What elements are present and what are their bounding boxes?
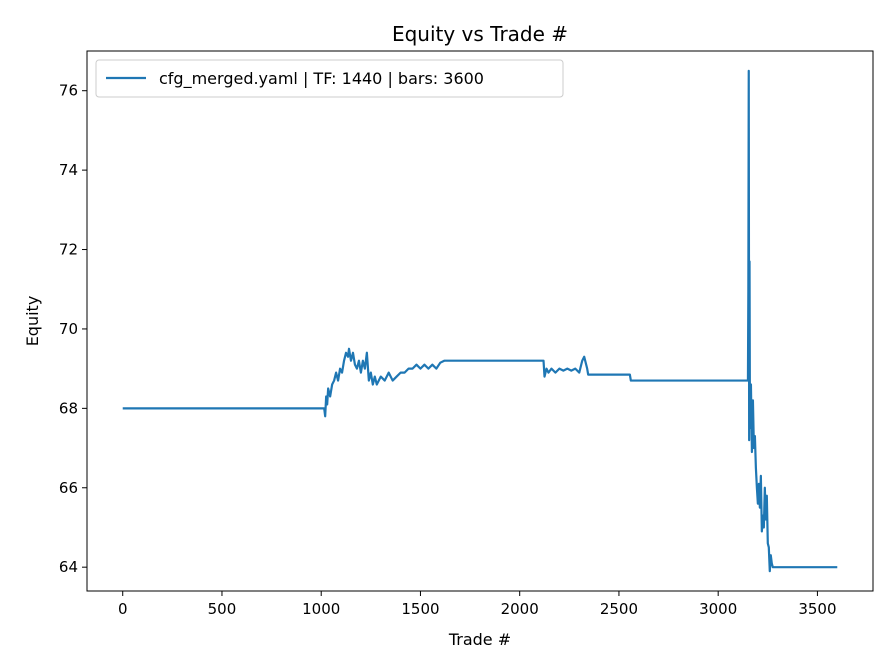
plot-area — [122, 69, 838, 573]
x-tick-label: 1500 — [401, 600, 439, 618]
y-tick-label: 66 — [59, 479, 78, 497]
y-tick-label: 74 — [59, 161, 78, 179]
y-tick-label: 64 — [59, 558, 78, 576]
x-tick-label: 2000 — [501, 600, 539, 618]
x-tick-label: 3500 — [798, 600, 836, 618]
x-tick-label: 0 — [118, 600, 128, 618]
x-axis-label: Trade # — [448, 630, 511, 649]
x-tick-label: 3000 — [699, 600, 737, 618]
y-tick-label: 68 — [59, 399, 78, 417]
y-tick-label: 72 — [59, 241, 78, 259]
x-tick-label: 1000 — [302, 600, 340, 618]
x-tick-label: 500 — [208, 600, 237, 618]
legend: cfg_merged.yaml | TF: 1440 | bars: 3600 — [95, 59, 564, 98]
y-axis-label: Equity — [23, 296, 42, 347]
x-tick-label: 2500 — [600, 600, 638, 618]
series-line-0 — [122, 69, 838, 573]
legend-series-label: cfg_merged.yaml | TF: 1440 | bars: 3600 — [159, 69, 484, 89]
axis-ticks: 0 500 1000 1500 2000 2500 3000 3500 64 66 68 70 72 74… — [59, 82, 837, 618]
y-tick-label: 76 — [59, 82, 78, 100]
chart-title: Equity vs Trade # — [392, 22, 568, 46]
legend-box — [95, 59, 564, 98]
y-tick-label: 70 — [59, 320, 78, 338]
axes-frame — [86, 50, 874, 592]
